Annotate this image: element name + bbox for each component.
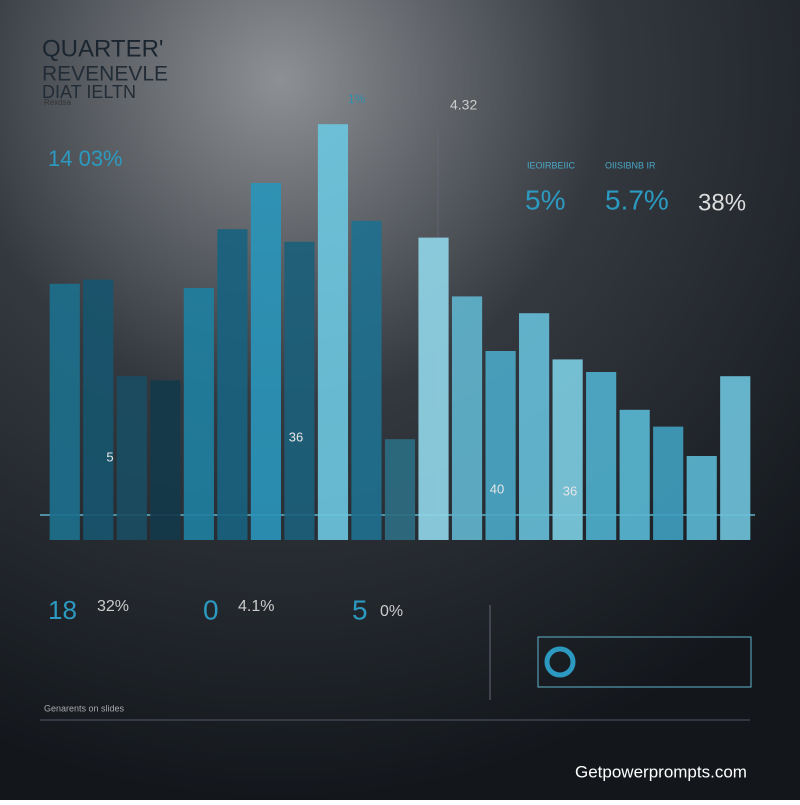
bar bbox=[116, 376, 147, 540]
stat: 18 bbox=[48, 595, 77, 625]
stat-header: OIISIBNB IR bbox=[605, 160, 656, 170]
subtitle: REVENEVLE bbox=[42, 63, 168, 86]
bar bbox=[150, 380, 181, 540]
stat: 5% bbox=[525, 184, 565, 215]
bar bbox=[49, 283, 80, 540]
bar bbox=[217, 229, 248, 540]
bar-label: 36 bbox=[289, 429, 303, 444]
bar bbox=[284, 241, 315, 541]
bar bbox=[653, 426, 684, 540]
stat: 5 bbox=[352, 594, 368, 625]
stat: 38% bbox=[698, 189, 746, 216]
subtitle: DIAT IELTN bbox=[42, 82, 136, 102]
icon bbox=[544, 646, 576, 678]
title: QUARTER' bbox=[42, 35, 164, 62]
stat-header: IEOIRBEIIC bbox=[527, 160, 576, 170]
bars bbox=[49, 124, 751, 541]
bar bbox=[586, 372, 617, 540]
stat: 32% bbox=[97, 598, 129, 615]
mark-label: 1% bbox=[348, 92, 366, 106]
bar bbox=[418, 237, 449, 540]
bar bbox=[384, 439, 416, 540]
brand: Getpowerprompts.com bbox=[575, 762, 747, 781]
stat: 4.1% bbox=[238, 598, 274, 615]
stat: 14 03% bbox=[48, 146, 123, 171]
bar bbox=[351, 220, 382, 541]
bar bbox=[183, 288, 214, 540]
stat: 0% bbox=[380, 603, 403, 620]
bar-label: 40 bbox=[490, 481, 504, 496]
info-box bbox=[537, 636, 752, 688]
caption: Rexdsa bbox=[44, 98, 72, 107]
bar bbox=[619, 409, 650, 540]
stat: 0 bbox=[203, 594, 219, 625]
bar bbox=[250, 183, 281, 540]
bar bbox=[720, 376, 751, 540]
stat: 5.7% bbox=[605, 184, 669, 215]
bar bbox=[451, 296, 483, 540]
bar-label: 36 bbox=[563, 483, 577, 498]
note: Genarents on slides bbox=[44, 703, 125, 713]
bar bbox=[317, 124, 349, 540]
bar bbox=[519, 313, 550, 540]
bar bbox=[686, 456, 717, 540]
bar bbox=[552, 359, 583, 540]
mark-label: 4.32 bbox=[450, 97, 477, 113]
bar-label: 5 bbox=[106, 449, 113, 464]
bar bbox=[485, 351, 516, 540]
bar bbox=[83, 279, 114, 540]
